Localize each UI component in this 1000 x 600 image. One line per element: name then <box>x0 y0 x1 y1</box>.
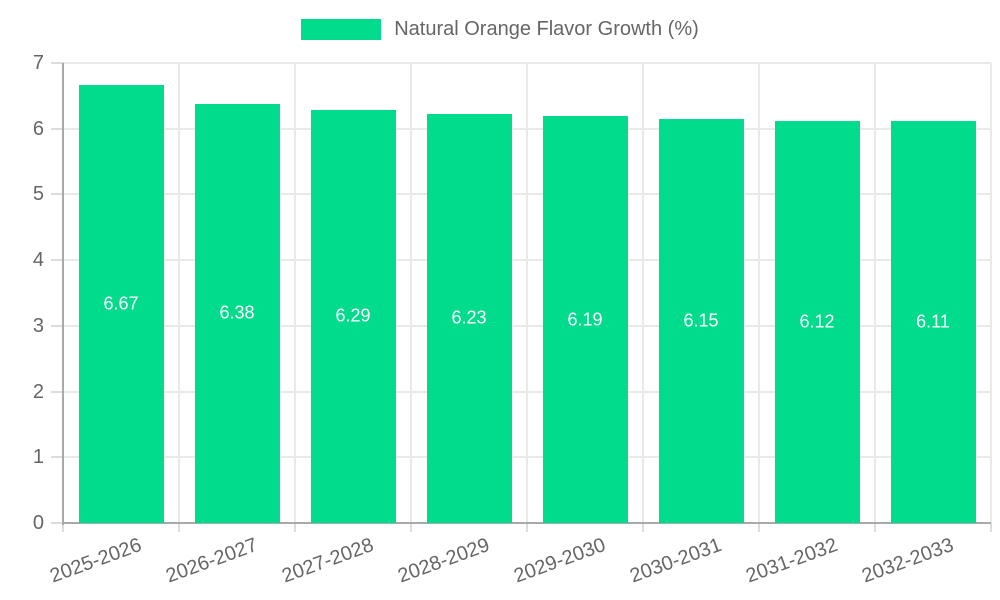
gridline-vertical <box>642 63 644 523</box>
gridline-vertical <box>526 63 528 523</box>
y-tick-label: 3 <box>32 314 44 337</box>
x-axis-tick <box>526 523 528 532</box>
gridline-vertical <box>990 63 992 523</box>
bar-value-label: 6.38 <box>219 302 255 323</box>
y-tick-label: 6 <box>32 117 44 140</box>
x-axis-tick <box>178 523 180 532</box>
bar-2026-2027[interactable]: 6.38 <box>194 103 280 523</box>
y-axis-tick <box>51 62 63 64</box>
bar-2032-2033[interactable]: 6.11 <box>890 121 976 523</box>
gridline-vertical <box>410 63 412 523</box>
x-axis-tick <box>758 523 760 532</box>
y-tick-label: 2 <box>32 380 44 403</box>
legend-item[interactable]: Natural Orange Flavor Growth (%) <box>301 18 699 41</box>
gridline-vertical <box>874 63 876 523</box>
bar-2029-2030[interactable]: 6.19 <box>542 116 628 523</box>
bar-value-label: 6.23 <box>451 307 487 328</box>
x-axis-tick <box>294 523 296 532</box>
y-tick-label: 4 <box>32 249 44 272</box>
y-axis-tick <box>51 259 63 262</box>
y-axis-tick <box>51 324 63 327</box>
bar-value-label: 6.19 <box>567 309 603 330</box>
y-axis-tick <box>51 522 63 524</box>
y-axis-tick <box>51 193 63 196</box>
bar-value-label: 6.67 <box>103 293 139 314</box>
y-axis-tick <box>51 127 63 130</box>
x-axis-tick <box>990 523 992 532</box>
x-axis-tick <box>62 523 64 532</box>
bar-value-label: 6.11 <box>916 311 950 332</box>
x-axis-tick <box>642 523 644 532</box>
legend-swatch <box>301 19 382 40</box>
x-axis-line <box>63 522 991 524</box>
y-tick-label: 7 <box>32 52 44 74</box>
y-tick-label: 0 <box>32 512 44 534</box>
y-axis-tick <box>51 390 63 393</box>
gridline-vertical <box>178 63 180 523</box>
bar-2027-2028[interactable]: 6.29 <box>310 109 396 523</box>
bar-value-label: 6.15 <box>683 310 719 331</box>
y-tick-label: 1 <box>32 446 44 469</box>
legend-label: Natural Orange Flavor Growth (%) <box>394 18 699 40</box>
x-axis-tick <box>874 523 876 532</box>
bar-2030-2031[interactable]: 6.15 <box>658 118 744 523</box>
bar-2031-2032[interactable]: 6.12 <box>774 120 860 523</box>
y-axis-line <box>62 63 64 525</box>
legend: Natural Orange Flavor Growth (%) <box>0 18 1000 41</box>
bar-2025-2026[interactable]: 6.67 <box>78 84 164 523</box>
bar-2028-2029[interactable]: 6.23 <box>426 113 512 523</box>
bar-value-label: 6.12 <box>799 311 835 332</box>
x-axis-tick <box>410 523 412 532</box>
y-tick-label: 5 <box>32 183 44 206</box>
y-axis-tick <box>51 456 63 459</box>
gridline-vertical <box>758 63 760 523</box>
bar-value-label: 6.29 <box>335 305 371 326</box>
gridline-vertical <box>294 63 296 523</box>
